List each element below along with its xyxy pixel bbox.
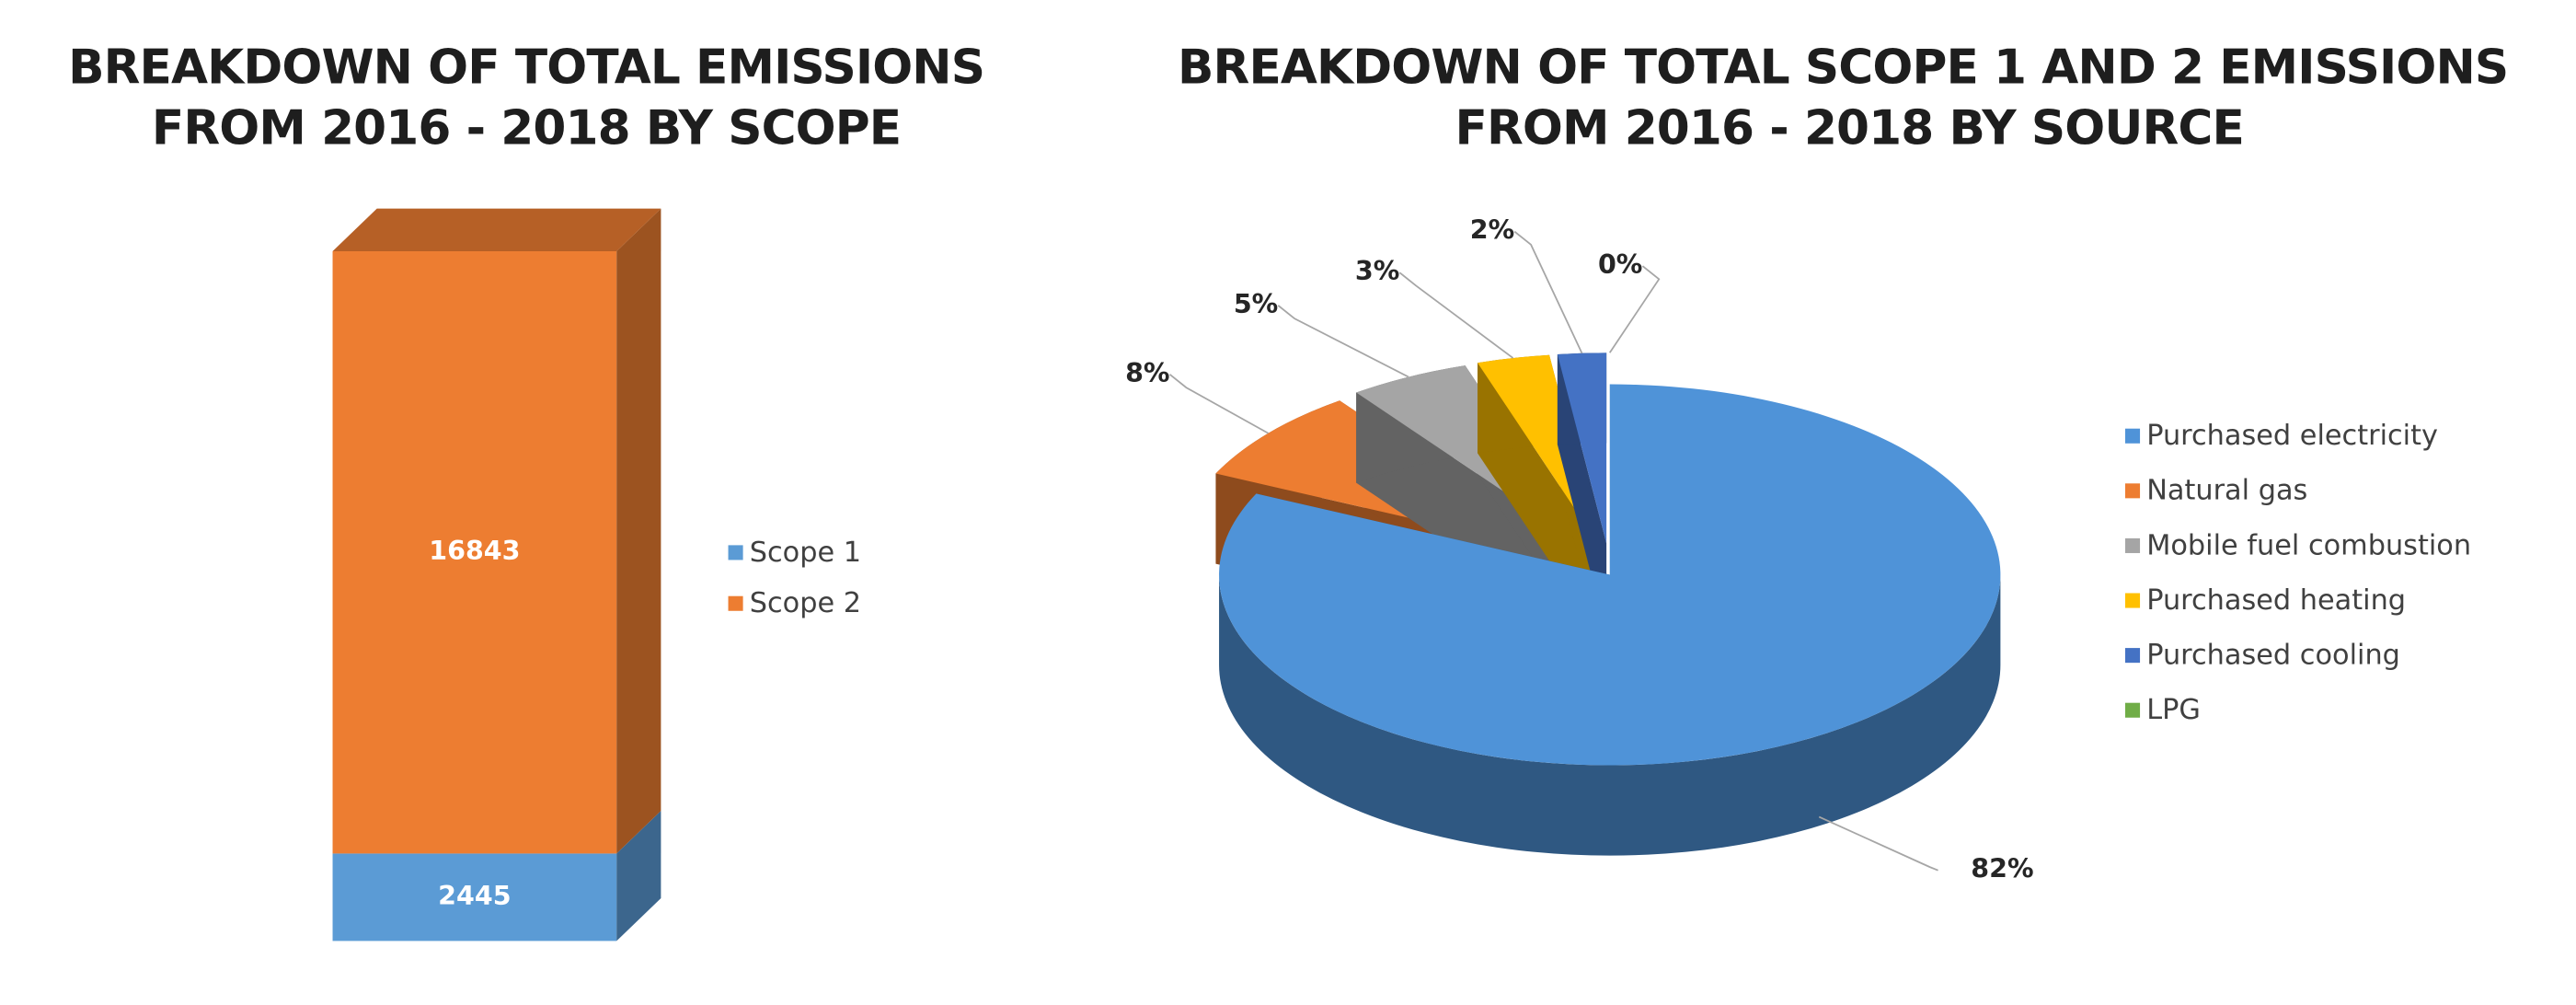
legend-label: Scope 1 bbox=[750, 537, 861, 569]
legend-label: Purchased heating bbox=[2146, 584, 2406, 617]
slice-top bbox=[1557, 352, 1607, 544]
bar-front bbox=[332, 251, 617, 854]
data-label: 2% bbox=[1470, 215, 1514, 246]
data-label: 16843 bbox=[429, 536, 520, 566]
legend-label: Scope 2 bbox=[750, 587, 861, 619]
legend-label: Mobile fuel combustion bbox=[2146, 529, 2471, 561]
legend-swatch bbox=[2125, 537, 2141, 553]
slice-side bbox=[1219, 574, 2001, 856]
legend-swatch bbox=[2125, 702, 2141, 718]
legend-swatch bbox=[2125, 648, 2141, 664]
pie-slice bbox=[1557, 352, 1607, 634]
bar-side bbox=[616, 811, 661, 941]
chart-title: BREAKDOWN OF TOTAL EMISSIONS bbox=[68, 40, 984, 96]
legend-label: Purchased cooling bbox=[2146, 640, 2400, 672]
data-label: 8% bbox=[1125, 358, 1169, 388]
chart-title: FROM 2016 - 2018 BY SCOPE bbox=[152, 101, 901, 156]
legend-swatch bbox=[2125, 428, 2141, 444]
leader-line bbox=[1398, 271, 1514, 359]
slice-top bbox=[1478, 354, 1599, 545]
bar-top bbox=[332, 208, 661, 251]
chart-title: FROM 2016 - 2018 BY SOURCE bbox=[1455, 101, 2244, 156]
legend-swatch bbox=[728, 545, 743, 560]
data-label: 2445 bbox=[438, 881, 511, 911]
data-label: 0% bbox=[1598, 249, 1642, 280]
bar-segment bbox=[332, 811, 661, 941]
leader-line bbox=[1277, 305, 1409, 378]
leader-line bbox=[1608, 265, 1661, 353]
pie-slice bbox=[1219, 384, 2001, 856]
bar-side bbox=[616, 208, 661, 854]
chart-title: BREAKDOWN OF TOTAL SCOPE 1 AND 2 EMISSIO… bbox=[1178, 40, 2508, 96]
legend-swatch bbox=[2125, 593, 2141, 608]
data-label: 82% bbox=[1971, 854, 2033, 884]
slice-top bbox=[1219, 384, 2001, 766]
leader-line bbox=[1513, 230, 1583, 354]
legend-swatch bbox=[2125, 483, 2141, 499]
legend-swatch bbox=[728, 595, 743, 611]
legend-label: Purchased electricity bbox=[2146, 420, 2438, 452]
bar-front bbox=[332, 853, 617, 941]
leader-line bbox=[1818, 815, 1938, 872]
legend-label: LPG bbox=[2146, 694, 2201, 726]
bar-segment bbox=[332, 208, 661, 854]
legend-label: Natural gas bbox=[2146, 475, 2307, 507]
data-label: 5% bbox=[1234, 289, 1278, 319]
data-label: 3% bbox=[1355, 256, 1399, 286]
leader-line bbox=[1168, 374, 1269, 434]
